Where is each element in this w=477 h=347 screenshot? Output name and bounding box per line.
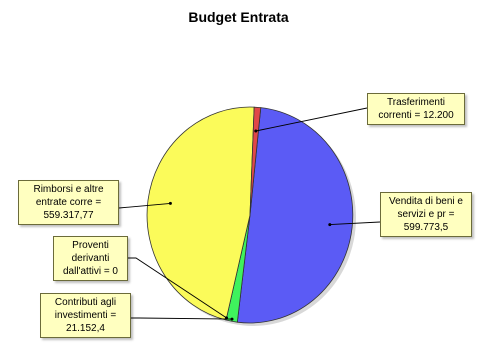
leader-dot xyxy=(328,223,332,227)
leader-dot xyxy=(225,316,228,320)
leader-dot xyxy=(254,129,258,133)
label-proventi: Proventi derivanti dall'attivi = 0 xyxy=(53,236,128,281)
slice-trasferimenti xyxy=(249,106,262,216)
leader-line xyxy=(118,202,171,209)
leader-line xyxy=(131,317,233,320)
chart-title: Budget Entrata xyxy=(188,9,289,25)
label-vendita: Vendita di beni e servizi e pr = 599.773… xyxy=(380,192,472,237)
label-trasferimenti: Trasferimenti correnti = 12.200 xyxy=(367,93,465,125)
leader-line xyxy=(128,257,227,319)
leader-dot xyxy=(230,317,234,321)
leader-line xyxy=(255,107,368,132)
leader-line xyxy=(329,221,381,226)
slice-rimborsi xyxy=(146,106,255,321)
leader-dot xyxy=(168,201,172,205)
label-rimborsi: Rimborsi e altre entrate corre = 559.317… xyxy=(18,180,119,225)
label-contributi: Contributi agli investimenti = 21.152,4 xyxy=(40,293,131,338)
